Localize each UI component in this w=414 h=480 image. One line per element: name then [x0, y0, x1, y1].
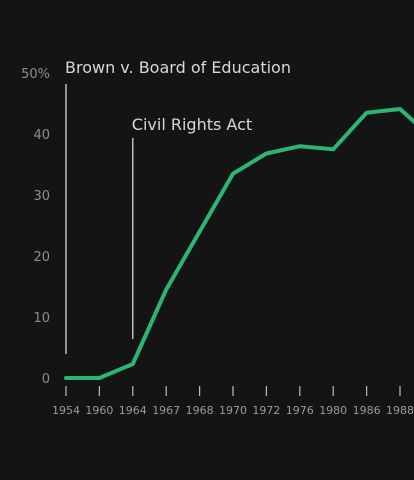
series: [64, 107, 414, 380]
x-tick-label: 1970: [219, 404, 247, 417]
series-line-0: [64, 107, 414, 380]
y-tick-label: 20: [33, 250, 50, 265]
y-tick-label: 10: [33, 311, 50, 326]
x-tick-label: 1976: [286, 404, 314, 417]
annotations: Brown v. Board of Education Civil Rights…: [65, 58, 291, 354]
y-tick-label: 0: [42, 372, 50, 387]
x-tick-label: 1968: [186, 404, 214, 417]
x-tick-label: 1988: [386, 404, 414, 417]
annotation-brown-v-board: Brown v. Board of Education: [65, 58, 291, 77]
y-axis: 0 10 20 30 40 50%: [21, 67, 50, 387]
x-tick-label: 1954: [52, 404, 80, 417]
y-tick-label: 30: [33, 189, 50, 204]
x-tick-label: 1960: [85, 404, 113, 417]
x-tick-label: 1980: [319, 404, 347, 417]
y-tick-label: 50%: [21, 67, 50, 82]
x-tick-label: 1972: [252, 404, 280, 417]
x-tick-label: 1967: [152, 404, 180, 417]
x-tick-label: 1986: [353, 404, 381, 417]
x-tick-label: 1964: [119, 404, 147, 417]
y-tick-label: 40: [33, 128, 50, 143]
annotation-civil-rights-act: Civil Rights Act: [132, 115, 252, 134]
x-axis: 1954 1960 1964 1967 1968 1970 1972 1976 1980 1986…: [52, 386, 414, 417]
